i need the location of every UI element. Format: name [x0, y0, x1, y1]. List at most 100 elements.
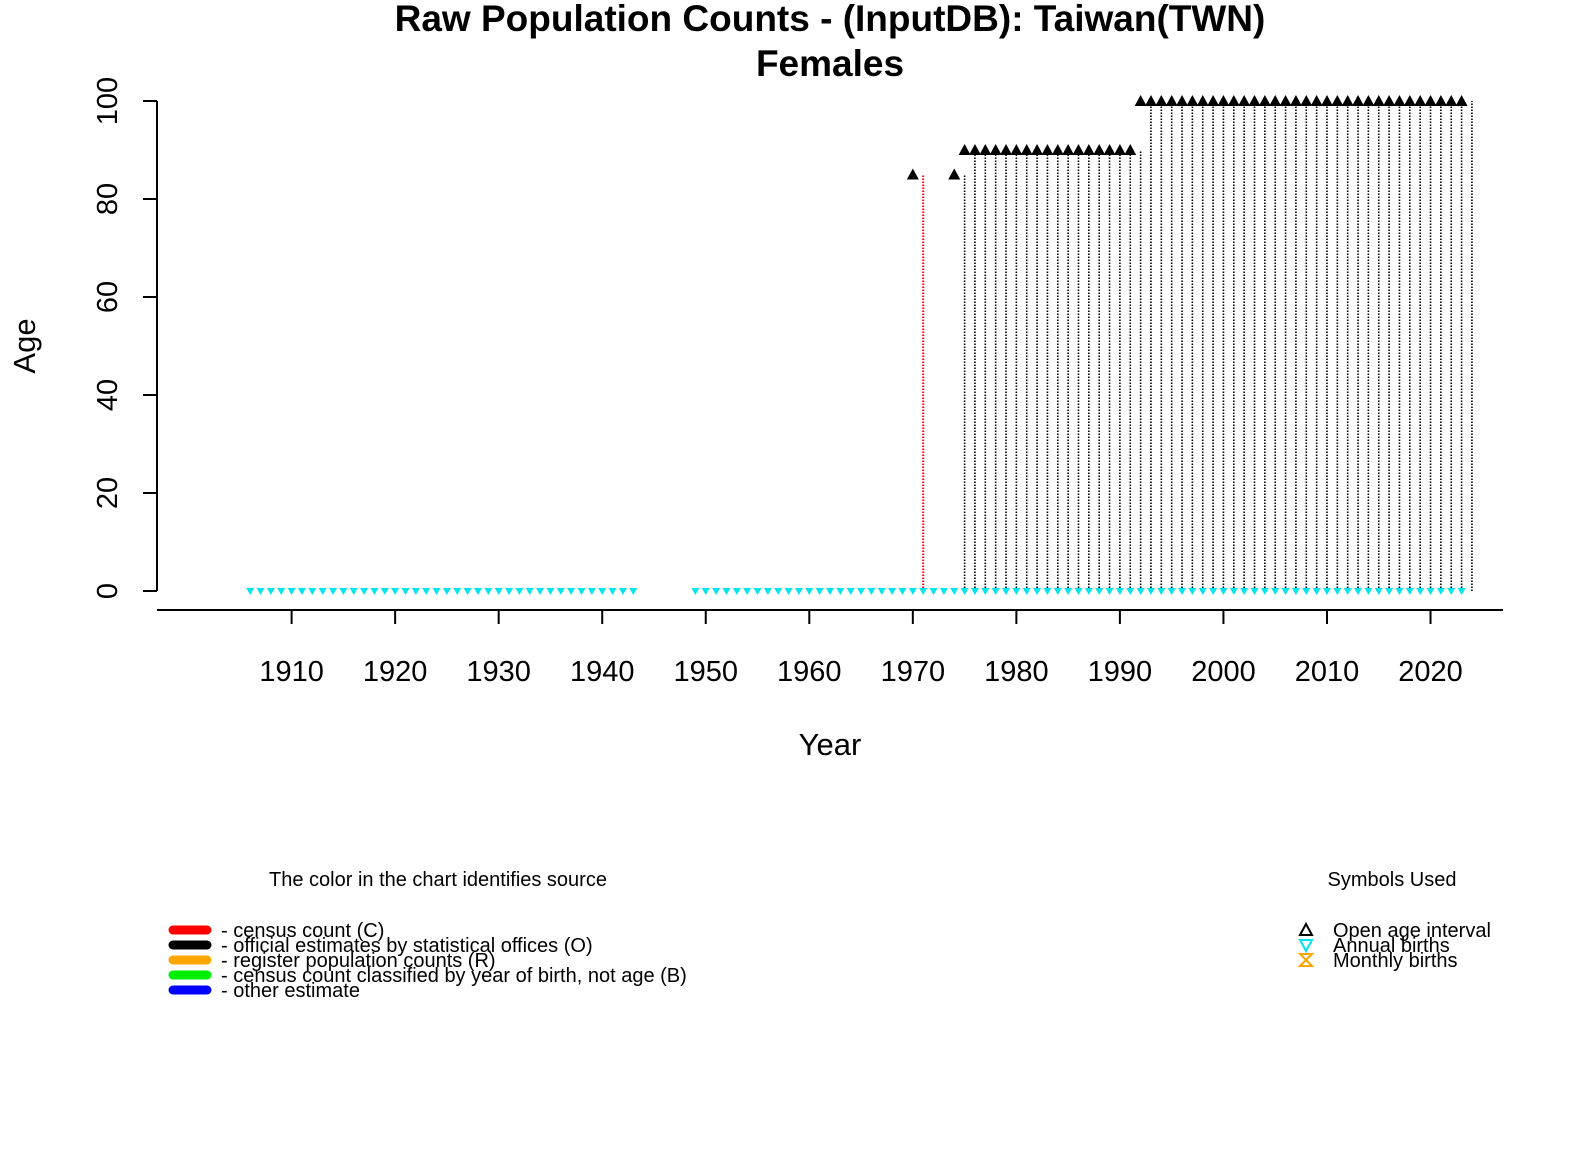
annual-birth-point — [826, 588, 834, 595]
x-tick-label: 1920 — [363, 656, 428, 688]
annual-birth-point — [805, 588, 814, 595]
y-tick-label: 60 — [92, 281, 124, 313]
open-age-point — [1279, 95, 1292, 106]
open-age-point — [1144, 95, 1157, 106]
annual-birth-point — [473, 588, 482, 595]
hourglass-icon — [1297, 953, 1315, 967]
x-tick-label: 1980 — [984, 656, 1049, 688]
open-age-point — [1372, 95, 1385, 106]
annual-birth-point — [763, 588, 772, 595]
open-age-point — [1072, 144, 1085, 155]
open-age-point — [1207, 95, 1220, 106]
annual-birth-point — [567, 588, 576, 595]
annual-birth-point — [1229, 588, 1238, 595]
open-age-point — [989, 144, 1002, 155]
open-age-point — [968, 144, 981, 155]
annual-birth-point — [1395, 588, 1404, 595]
annual-birth-point — [401, 588, 410, 595]
open-age-point — [979, 144, 992, 155]
plot-area — [246, 95, 1473, 595]
annual-birth-point — [1385, 588, 1394, 595]
x-tick-label: 1990 — [1088, 656, 1153, 688]
annual-birth-point — [484, 588, 493, 595]
annual-birth-point — [1043, 588, 1052, 595]
annual-birth-point — [266, 588, 275, 595]
annual-birth-point — [1084, 588, 1093, 595]
open-age-point — [1041, 144, 1054, 155]
open-age-point — [1186, 95, 1199, 106]
open-age-point — [1217, 95, 1230, 106]
annual-birth-point — [618, 588, 627, 595]
annual-birth-point — [1302, 588, 1311, 595]
annual-birth-point — [1405, 588, 1414, 595]
annual-birth-point — [1012, 588, 1021, 595]
x-axis-label: Year — [799, 727, 862, 762]
annual-birth-point — [453, 588, 462, 595]
annual-birth-point — [1364, 588, 1373, 595]
open-age-point — [1082, 144, 1095, 155]
annual-birth-point — [318, 588, 327, 595]
annual-birth-point — [370, 588, 379, 595]
open-age-point — [1414, 95, 1427, 106]
annual-birth-point — [277, 588, 286, 595]
open-age-point — [1341, 95, 1354, 106]
annual-birth-point — [1074, 588, 1083, 595]
open-age-point — [1165, 95, 1178, 106]
chart-title: Raw Population Counts - (InputDB): Taiwa… — [395, 0, 1266, 39]
x-tick-label: 1960 — [777, 656, 842, 688]
open-age-point — [1403, 95, 1416, 106]
annual-birth-point — [339, 588, 348, 595]
annual-birth-point — [701, 588, 710, 595]
open-age-point — [1103, 144, 1116, 155]
annual-birth-point — [308, 588, 317, 595]
annual-birth-point — [1033, 588, 1042, 595]
y-tick-label: 40 — [92, 379, 124, 411]
annual-birth-point — [1064, 588, 1073, 595]
open-age-point — [1362, 95, 1375, 106]
annual-birth-point — [598, 588, 607, 595]
annual-birth-point — [608, 588, 617, 595]
chart-subtitle: Females — [756, 43, 904, 84]
annual-birth-point — [380, 588, 389, 595]
open-age-point — [1445, 95, 1458, 106]
annual-birth-point — [391, 588, 400, 595]
annual-birth-point — [297, 588, 306, 595]
annual-birth-point — [991, 588, 1000, 595]
annual-birth-point — [360, 588, 369, 595]
annual-birth-point — [898, 588, 907, 595]
annual-birth-point — [1209, 588, 1218, 595]
annual-birth-point — [1219, 588, 1228, 595]
symbol-legend-title: Symbols Used — [1328, 869, 1457, 891]
y-tick-label: 0 — [92, 583, 124, 599]
annual-birth-point — [836, 588, 845, 595]
annual-birth-point — [287, 588, 296, 595]
annual-birth-point — [1146, 588, 1155, 595]
open-age-point — [1289, 95, 1302, 106]
open-age-point — [1051, 144, 1064, 155]
open-age-point — [1176, 95, 1189, 106]
open-age-point — [1000, 144, 1013, 155]
open-age-point — [1258, 95, 1271, 106]
annual-birth-point — [1053, 588, 1062, 595]
legend-source-label: - census count classified by year of bir… — [221, 965, 687, 987]
annual-birth-point — [1240, 588, 1249, 595]
annual-birth-point — [1250, 588, 1259, 595]
annual-birth-point — [950, 588, 959, 595]
annual-birth-point — [1126, 588, 1135, 595]
annual-birth-point — [556, 588, 565, 595]
annual-birth-point — [577, 588, 586, 595]
annual-birth-point — [422, 588, 431, 595]
triangle-up-icon — [1298, 921, 1314, 936]
annual-birth-point — [546, 588, 555, 595]
annual-birth-point — [919, 588, 928, 595]
x-tick-label: 1950 — [673, 656, 738, 688]
annual-birth-point — [1322, 588, 1331, 595]
annual-birth-point — [1105, 588, 1114, 595]
annual-birth-point — [1333, 588, 1342, 595]
annual-birth-point — [1167, 588, 1176, 595]
annual-birth-point — [432, 588, 441, 595]
annual-birth-point — [1271, 588, 1280, 595]
open-age-point — [1269, 95, 1282, 106]
